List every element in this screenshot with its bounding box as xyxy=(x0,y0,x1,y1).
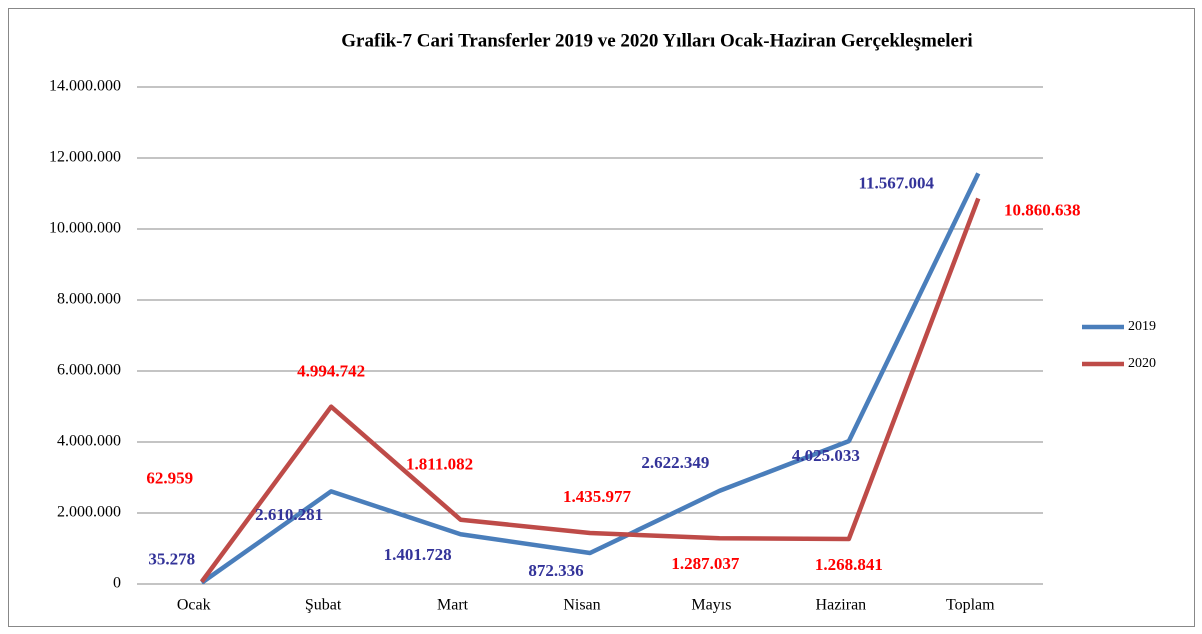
data-label: 1.268.841 xyxy=(815,555,883,574)
data-label: 1.401.728 xyxy=(384,545,452,564)
data-label: 4.025.033 xyxy=(792,446,860,465)
x-tick-label: Toplam xyxy=(946,597,995,614)
y-tick-label: 14.000.000 xyxy=(49,78,121,95)
y-tick-label: 6.000.000 xyxy=(57,362,121,379)
y-tick-label: 0 xyxy=(113,575,121,592)
data-label: 2.622.349 xyxy=(641,453,709,472)
data-label: 1.811.082 xyxy=(406,455,473,474)
data-label: 1.435.977 xyxy=(563,487,632,506)
x-tick-label: Mayıs xyxy=(691,597,731,614)
chart-border xyxy=(8,8,1195,627)
data-label: 872.336 xyxy=(528,561,583,580)
y-tick-label: 8.000.000 xyxy=(57,291,121,308)
y-tick-label: 10.000.000 xyxy=(49,220,121,237)
x-tick-label: Şubat xyxy=(305,597,342,614)
data-label: 2.610.281 xyxy=(255,505,323,524)
y-tick-label: 4.000.000 xyxy=(57,433,121,450)
data-label: 10.860.638 xyxy=(1004,200,1081,219)
data-label: 1.287.037 xyxy=(671,554,740,573)
series-line xyxy=(199,197,981,584)
x-tick-label: Haziran xyxy=(816,597,867,614)
data-label: 11.567.004 xyxy=(859,173,935,192)
legend-label: 2020 xyxy=(1128,356,1156,371)
data-label: 62.959 xyxy=(146,469,193,488)
series-line xyxy=(200,172,981,585)
x-tick-label: Ocak xyxy=(177,597,211,614)
x-tick-label: Nisan xyxy=(563,597,600,614)
chart-title: Grafik-7 Cari Transferler 2019 ve 2020 Y… xyxy=(341,30,972,51)
y-tick-label: 12.000.000 xyxy=(49,149,121,166)
data-label: 35.278 xyxy=(148,550,195,569)
y-tick-label: 2.000.000 xyxy=(57,504,121,521)
x-tick-label: Mart xyxy=(437,597,469,614)
legend-label: 2019 xyxy=(1128,319,1156,334)
data-label: 4.994.742 xyxy=(297,362,365,381)
